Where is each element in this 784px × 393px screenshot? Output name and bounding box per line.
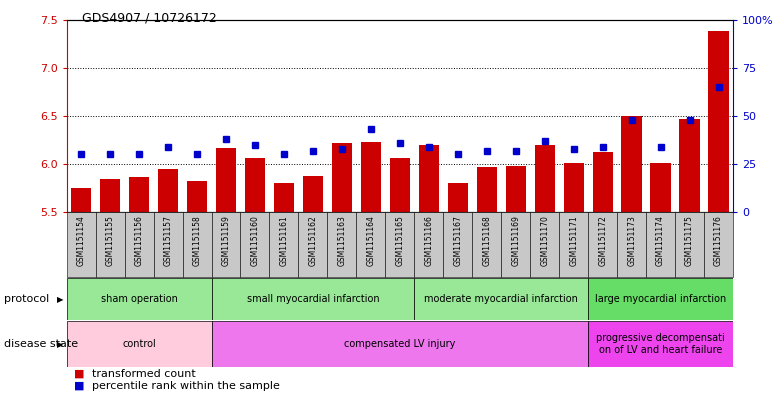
Bar: [680, 119, 699, 212]
Bar: [709, 31, 728, 212]
Text: GSM1151173: GSM1151173: [627, 215, 636, 266]
Bar: [443, 212, 472, 277]
Text: GSM1151165: GSM1151165: [395, 215, 405, 266]
Text: GSM1151154: GSM1151154: [77, 215, 85, 266]
Bar: [414, 278, 588, 320]
Text: moderate myocardial infarction: moderate myocardial infarction: [424, 294, 578, 304]
Bar: [158, 169, 178, 212]
Bar: [216, 148, 236, 212]
Text: GSM1151163: GSM1151163: [337, 215, 347, 266]
Bar: [506, 166, 526, 212]
Text: GSM1151170: GSM1151170: [540, 215, 550, 266]
Bar: [477, 167, 497, 212]
Bar: [386, 212, 414, 277]
Bar: [559, 212, 588, 277]
Text: GSM1151156: GSM1151156: [135, 215, 143, 266]
Text: GSM1151158: GSM1151158: [193, 215, 201, 266]
Bar: [125, 212, 154, 277]
Text: ■: ■: [74, 369, 85, 379]
Bar: [390, 158, 410, 212]
Bar: [588, 212, 617, 277]
Text: GSM1151174: GSM1151174: [656, 215, 665, 266]
Text: protocol: protocol: [4, 294, 49, 304]
Bar: [675, 212, 704, 277]
Text: GSM1151167: GSM1151167: [453, 215, 463, 266]
Text: ■: ■: [74, 381, 85, 391]
Text: transformed count: transformed count: [92, 369, 195, 379]
Bar: [646, 212, 675, 277]
Bar: [588, 321, 733, 367]
Bar: [67, 212, 96, 277]
Text: GSM1151175: GSM1151175: [685, 215, 694, 266]
Text: GSM1151159: GSM1151159: [222, 215, 230, 266]
Bar: [274, 184, 294, 212]
Text: sham operation: sham operation: [100, 294, 177, 304]
Text: ▶: ▶: [57, 295, 64, 303]
Bar: [212, 278, 414, 320]
Text: GSM1151160: GSM1151160: [250, 215, 260, 266]
Bar: [361, 142, 381, 212]
Bar: [71, 188, 91, 212]
Bar: [593, 152, 613, 212]
Bar: [588, 278, 733, 320]
Bar: [183, 212, 212, 277]
Bar: [704, 212, 733, 277]
Bar: [535, 145, 555, 212]
Bar: [448, 184, 468, 212]
Text: large myocardial infarction: large myocardial infarction: [595, 294, 726, 304]
Bar: [245, 158, 265, 212]
Bar: [357, 212, 386, 277]
Text: progressive decompensati
on of LV and heart failure: progressive decompensati on of LV and he…: [596, 334, 725, 355]
Bar: [530, 212, 559, 277]
Text: GSM1151169: GSM1151169: [511, 215, 521, 266]
Bar: [303, 176, 323, 212]
Bar: [564, 163, 584, 212]
Bar: [67, 278, 212, 320]
Bar: [622, 116, 642, 212]
Bar: [212, 321, 588, 367]
Bar: [332, 143, 352, 212]
Bar: [299, 212, 328, 277]
Text: GSM1151162: GSM1151162: [308, 215, 318, 266]
Bar: [129, 176, 149, 212]
Text: percentile rank within the sample: percentile rank within the sample: [92, 381, 280, 391]
Bar: [472, 212, 501, 277]
Text: GSM1151166: GSM1151166: [424, 215, 434, 266]
Bar: [241, 212, 270, 277]
Text: GSM1151171: GSM1151171: [569, 215, 578, 266]
Bar: [617, 212, 646, 277]
Text: small myocardial infarction: small myocardial infarction: [247, 294, 379, 304]
Text: GSM1151161: GSM1151161: [279, 215, 289, 266]
Bar: [154, 212, 183, 277]
Text: GSM1151157: GSM1151157: [164, 215, 172, 266]
Bar: [501, 212, 530, 277]
Text: GSM1151176: GSM1151176: [714, 215, 723, 266]
Bar: [270, 212, 299, 277]
Bar: [100, 178, 120, 212]
Text: GDS4907 / 10726172: GDS4907 / 10726172: [82, 12, 217, 25]
Text: GSM1151172: GSM1151172: [598, 215, 607, 266]
Bar: [96, 212, 125, 277]
Text: GSM1151164: GSM1151164: [366, 215, 376, 266]
Bar: [651, 163, 671, 212]
Text: compensated LV injury: compensated LV injury: [344, 339, 456, 349]
Text: disease state: disease state: [4, 339, 78, 349]
Text: GSM1151168: GSM1151168: [482, 215, 492, 266]
Bar: [328, 212, 357, 277]
Bar: [414, 212, 443, 277]
Bar: [212, 212, 241, 277]
Bar: [419, 145, 439, 212]
Bar: [187, 182, 207, 212]
Bar: [67, 321, 212, 367]
Text: ▶: ▶: [57, 340, 64, 349]
Text: GSM1151155: GSM1151155: [106, 215, 114, 266]
Text: control: control: [122, 339, 156, 349]
